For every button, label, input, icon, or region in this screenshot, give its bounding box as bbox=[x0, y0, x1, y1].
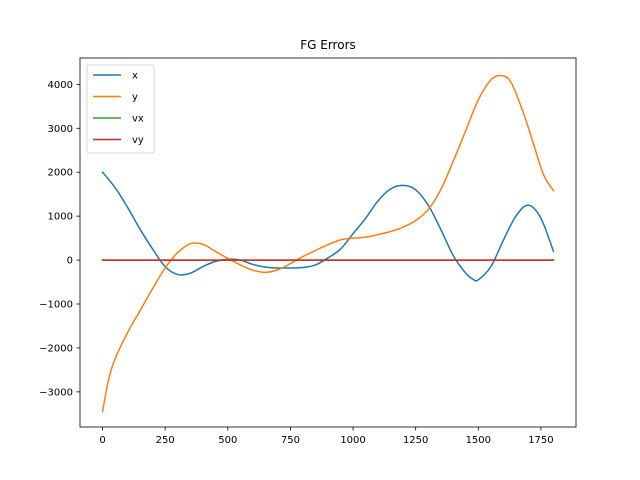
x-tick-label: 0 bbox=[99, 435, 105, 446]
x-tick-label: 1000 bbox=[340, 435, 365, 446]
plot-area bbox=[79, 57, 577, 428]
x-tick-label: 1500 bbox=[466, 435, 491, 446]
chart-title: FG Errors bbox=[300, 38, 356, 52]
x-tick-label: 500 bbox=[218, 435, 237, 446]
y-tick-label: 0 bbox=[67, 256, 73, 267]
legend: xy vx vy bbox=[86, 64, 155, 154]
y-tick-label: −3000 bbox=[39, 387, 73, 398]
x-tick-label: 1250 bbox=[403, 435, 428, 446]
y-axis: −3000 −2000 −1000 0 1000 2000 3000 4000 bbox=[39, 80, 80, 398]
y-tick-label: 1000 bbox=[48, 212, 73, 223]
y-tick-label: 2000 bbox=[48, 168, 73, 179]
legend-label-vy: vy bbox=[132, 135, 144, 146]
series-line-y bbox=[101, 74, 555, 413]
series-layer bbox=[101, 74, 555, 413]
y-tick-label: 3000 bbox=[48, 124, 73, 135]
x-tick-label: 250 bbox=[156, 435, 175, 446]
y-tick-label: −1000 bbox=[39, 300, 73, 311]
legend-label-x: x bbox=[132, 71, 138, 82]
x-tick-label: 1750 bbox=[528, 435, 553, 446]
x-tick-label: 750 bbox=[281, 435, 300, 446]
y-tick-label: 4000 bbox=[48, 80, 73, 91]
legend-label-y: y bbox=[132, 92, 138, 103]
x-axis: 0 250 500 750 1000 1250 1500 1750 bbox=[99, 427, 554, 446]
y-tick-label: −2000 bbox=[39, 343, 73, 354]
plot-frame bbox=[79, 57, 577, 428]
legend-label-vx: vx bbox=[132, 114, 144, 125]
legend-box bbox=[86, 64, 155, 154]
series-line-x bbox=[101, 171, 555, 282]
